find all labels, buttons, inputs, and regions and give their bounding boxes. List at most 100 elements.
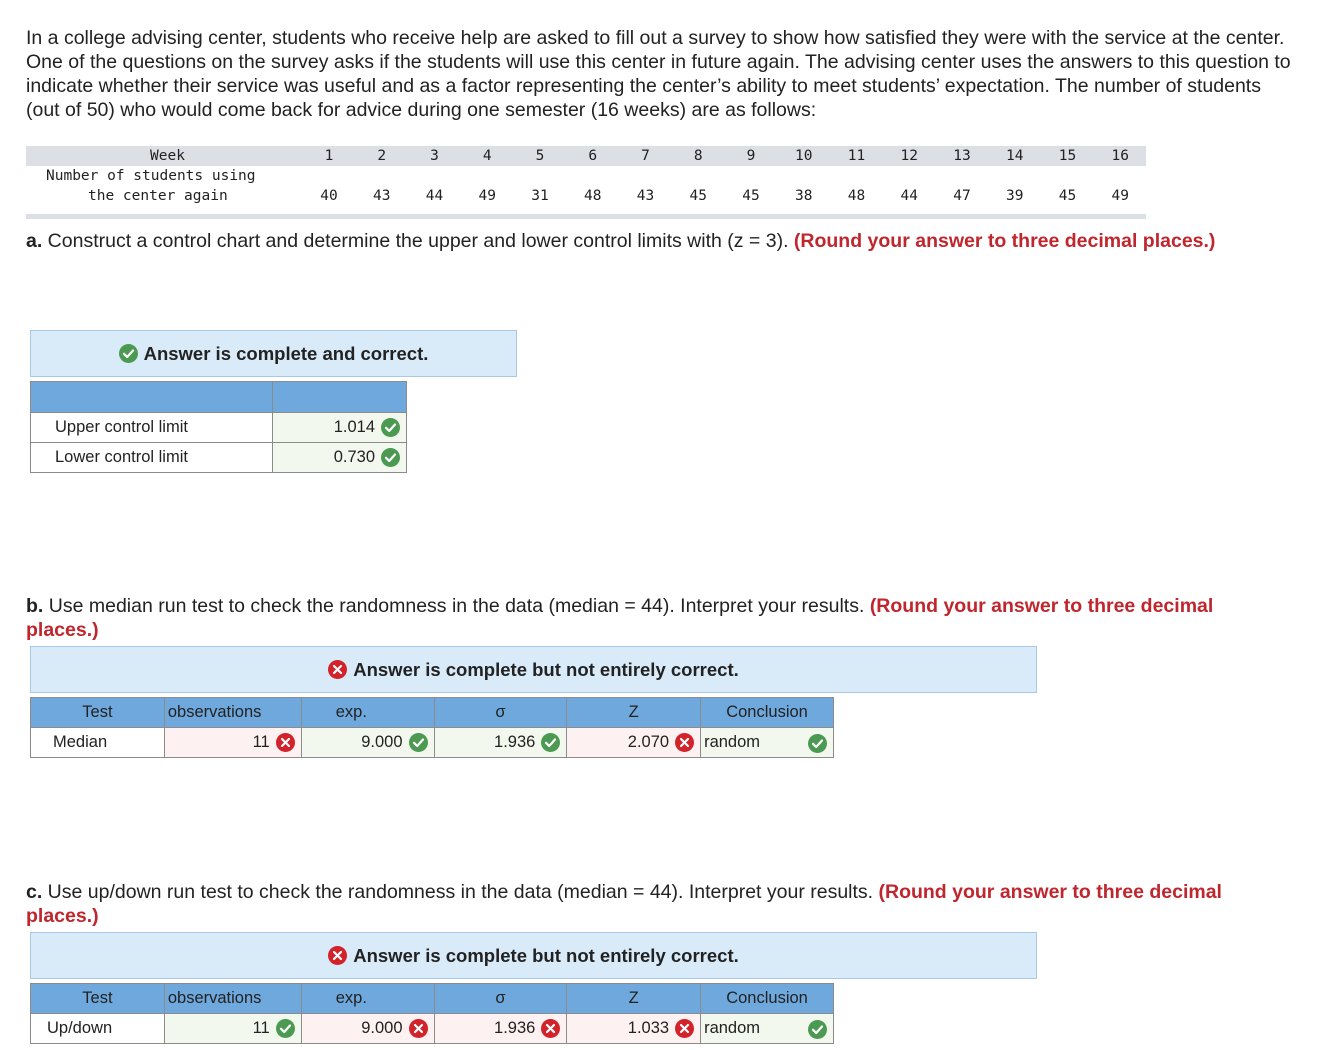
header-z: Z	[566, 697, 702, 728]
exp-cell[interactable]: 9.000	[300, 1013, 435, 1044]
week-cell: 15	[1058, 148, 1077, 164]
part-a-banner: Answer is complete and correct.	[30, 330, 517, 377]
count-label-2: the center again	[88, 188, 228, 204]
check-circle-icon	[381, 418, 400, 438]
check-circle-icon	[381, 448, 400, 468]
part-a-question: a. Construct a control chart and determi…	[26, 230, 1216, 252]
part-c-banner-text: Answer is complete but not entirely corr…	[353, 944, 739, 966]
part-b-banner: Answer is complete but not entirely corr…	[30, 646, 1037, 693]
x-circle-icon	[408, 1019, 428, 1039]
week-cell: 3	[430, 148, 439, 164]
conclusion-value: random	[704, 1018, 761, 1037]
count-cell: 38	[795, 188, 813, 204]
header-conclusion: Conclusion	[700, 983, 834, 1014]
header-sigma: σ	[433, 983, 568, 1014]
week-cell: 13	[953, 148, 971, 164]
ucl-value: 1.014	[333, 417, 375, 436]
conclusion-value: random	[704, 732, 761, 751]
x-circle-icon	[328, 660, 348, 679]
count-label-1: Number of students using	[46, 168, 256, 184]
table-header-row: Test observations exp. σ Z Conclusion	[30, 697, 834, 728]
test-name: Up/down	[30, 1013, 165, 1044]
lcl-label: Lower control limit	[30, 442, 273, 473]
week-cell: 12	[900, 148, 918, 164]
count-cell: 48	[847, 188, 866, 204]
table-row: Lower control limit 0.730	[30, 442, 407, 473]
part-c-question: c. Use up/down run test to check the ran…	[26, 881, 1222, 927]
lcl-answer-cell[interactable]: 0.730	[272, 442, 407, 473]
x-circle-icon	[275, 733, 295, 753]
count-cell: 47	[953, 188, 971, 204]
part-a-table: Upper control limit 1.014 Lower control …	[30, 381, 407, 473]
part-c-table: Test observations exp. σ Z Conclusion Up…	[30, 983, 834, 1044]
x-circle-icon	[328, 946, 348, 965]
header-exp: exp.	[300, 983, 435, 1014]
conclusion-select[interactable]: random	[700, 727, 834, 758]
part-b-banner-text: Answer is complete but not entirely corr…	[353, 658, 739, 680]
count-cell: 43	[373, 188, 391, 204]
week-cell: 9	[746, 148, 756, 164]
z-cell[interactable]: 2.070	[566, 727, 702, 758]
count-cell: 39	[1006, 188, 1024, 204]
table-bottom-rule	[26, 214, 1146, 219]
table-header-bar	[26, 146, 1146, 166]
part-a-banner-text: Answer is complete and correct.	[143, 342, 429, 364]
table-row: Median 11 9.000 1.936 2.070 random	[30, 727, 834, 758]
ucl-answer-cell[interactable]: 1.014	[272, 412, 407, 443]
week-cell: 11	[847, 148, 866, 164]
week-cell: 14	[1006, 148, 1024, 164]
week-label: Week	[150, 148, 185, 164]
part-c-banner: Answer is complete but not entirely corr…	[30, 932, 1037, 979]
exp-cell[interactable]: 9.000	[300, 727, 435, 758]
x-circle-icon	[675, 1019, 695, 1039]
count-cell: 49	[478, 188, 496, 204]
check-circle-icon	[541, 733, 561, 753]
problem-intro: In a college advising center, students w…	[26, 27, 1291, 121]
table-row: Upper control limit 1.014	[30, 412, 407, 443]
observations-cell[interactable]: 11	[163, 1013, 302, 1044]
sigma-cell[interactable]: 1.936	[433, 1013, 568, 1044]
lcl-value: 0.730	[333, 447, 375, 466]
observations-cell[interactable]: 11	[163, 727, 302, 758]
z-cell[interactable]: 1.033	[566, 1013, 702, 1044]
week-cell: 6	[588, 148, 598, 164]
table-row: Up/down 11 9.000 1.936 1.033 random	[30, 1013, 834, 1044]
part-b-question: b. Use median run test to check the rand…	[26, 595, 1214, 641]
count-cell: 44	[425, 188, 444, 204]
ucl-label: Upper control limit	[30, 412, 273, 443]
table-header-row: Test observations exp. σ Z Conclusion	[30, 983, 834, 1014]
x-circle-icon	[541, 1019, 561, 1039]
check-circle-icon	[808, 733, 827, 753]
week-cell: 8	[693, 148, 703, 164]
count-cell: 44	[900, 188, 918, 204]
week-cell: 7	[641, 148, 650, 164]
week-cell: 5	[535, 148, 545, 164]
count-cell: 49	[1111, 188, 1129, 204]
count-cell: 40	[320, 188, 338, 204]
header-exp: exp.	[300, 697, 435, 728]
header-conclusion: Conclusion	[700, 697, 834, 728]
count-cell: 43	[636, 188, 655, 204]
count-cell: 45	[742, 188, 760, 204]
count-cell: 31	[531, 188, 549, 204]
week-cell: 16	[1111, 148, 1129, 164]
check-circle-icon	[118, 344, 138, 363]
sigma-cell[interactable]: 1.936	[433, 727, 568, 758]
check-circle-icon	[275, 1019, 295, 1039]
week-cell: 4	[482, 148, 492, 164]
check-circle-icon	[408, 733, 428, 753]
conclusion-select[interactable]: random	[700, 1013, 834, 1044]
header-test: Test	[30, 697, 165, 728]
test-name: Median	[30, 727, 165, 758]
part-b-table: Test observations exp. σ Z Conclusion Me…	[30, 697, 834, 758]
count-cell: 48	[584, 188, 602, 204]
count-cell: 45	[1058, 188, 1077, 204]
header-observations: observations	[163, 697, 302, 728]
week-cell: 2	[377, 148, 387, 164]
header-test: Test	[30, 983, 165, 1014]
week-cell: 1	[324, 148, 334, 164]
count-cell: 45	[689, 188, 707, 204]
check-circle-icon	[808, 1019, 827, 1039]
week-cell: 10	[795, 148, 813, 164]
x-circle-icon	[675, 733, 695, 753]
